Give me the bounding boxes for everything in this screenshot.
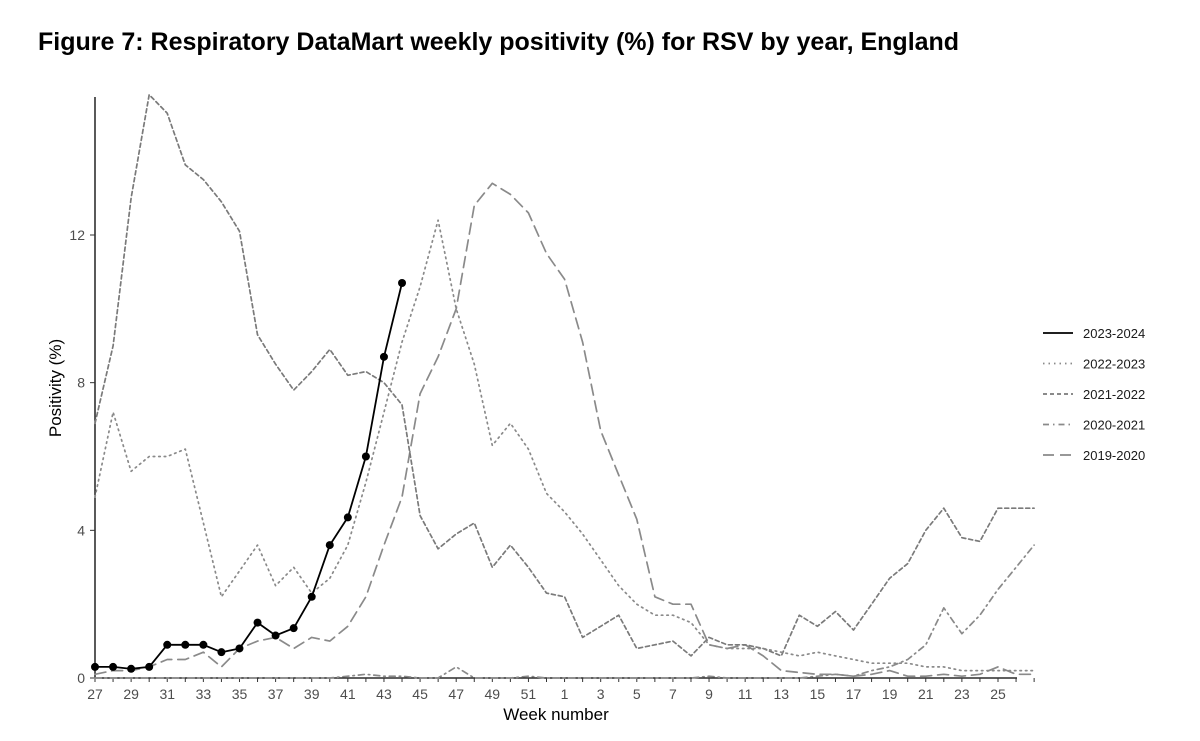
x-tick-label: 13	[773, 686, 789, 702]
data-point-2023-2024	[307, 592, 316, 601]
legend-label-2019-2020: 2019-2020	[1083, 448, 1145, 463]
x-tick-label: 35	[232, 686, 248, 702]
data-point-2023-2024	[271, 631, 280, 640]
x-tick-label: 51	[521, 686, 537, 702]
y-axis-label: Positivity (%)	[46, 339, 65, 437]
x-axis-label: Week number	[503, 705, 609, 724]
legend-label-2022-2023: 2022-2023	[1083, 357, 1145, 372]
x-tick-label: 25	[990, 686, 1006, 702]
data-point-2023-2024	[127, 664, 136, 673]
data-point-2023-2024	[253, 618, 262, 627]
data-point-2023-2024	[217, 648, 226, 657]
data-point-2023-2024	[325, 541, 334, 550]
x-tick-label: 17	[846, 686, 862, 702]
x-tick-label: 19	[882, 686, 898, 702]
x-tick-label: 15	[810, 686, 826, 702]
data-point-2023-2024	[361, 452, 370, 461]
x-tick-label: 31	[159, 686, 175, 702]
legend-label-2020-2021: 2020-2021	[1083, 418, 1145, 433]
x-tick-label: 33	[196, 686, 212, 702]
y-tick-label: 4	[77, 522, 85, 538]
data-point-2023-2024	[343, 513, 352, 522]
data-point-2023-2024	[235, 644, 244, 653]
x-tick-label: 45	[412, 686, 428, 702]
data-point-2023-2024	[145, 662, 154, 671]
legend-label-2023-2024: 2023-2024	[1083, 326, 1145, 341]
series-line-2023-2024	[94, 282, 403, 670]
x-tick-label: 39	[304, 686, 320, 702]
legend-label-2021-2022: 2021-2022	[1083, 387, 1145, 402]
x-tick-label: 47	[448, 686, 464, 702]
series-line-2022-2023	[94, 219, 1035, 672]
y-tick-label: 8	[77, 375, 85, 391]
x-tick-label: 7	[669, 686, 677, 702]
x-tick-label: 11	[738, 686, 753, 702]
x-tick-label: 9	[705, 686, 713, 702]
x-tick-label: 3	[597, 686, 605, 702]
data-point-2023-2024	[199, 640, 208, 649]
data-point-2023-2024	[91, 662, 99, 671]
x-tick-label: 41	[340, 686, 356, 702]
data-point-2023-2024	[109, 662, 118, 671]
x-tick-label: 27	[87, 686, 103, 702]
x-tick-label: 1	[561, 686, 569, 702]
series-line-2019-2020	[94, 182, 1035, 678]
x-tick-label: 49	[485, 686, 501, 702]
x-tick-label: 23	[954, 686, 970, 702]
x-tick-label: 43	[376, 686, 392, 702]
x-tick-label: 21	[918, 686, 934, 702]
y-tick-label: 0	[77, 670, 85, 686]
data-point-2023-2024	[163, 640, 172, 649]
data-point-2023-2024	[181, 640, 190, 649]
data-point-2023-2024	[398, 278, 407, 287]
data-point-2023-2024	[379, 352, 388, 361]
data-point-2023-2024	[289, 624, 298, 633]
y-tick-label: 12	[69, 227, 85, 243]
x-tick-label: 5	[633, 686, 641, 702]
x-tick-label: 37	[268, 686, 284, 702]
x-tick-label: 29	[123, 686, 139, 702]
series-line-2020-2021	[94, 544, 1035, 679]
series-line-2021-2022	[94, 93, 1035, 657]
chart-title: Figure 7: Respiratory DataMart weekly po…	[38, 28, 960, 56]
